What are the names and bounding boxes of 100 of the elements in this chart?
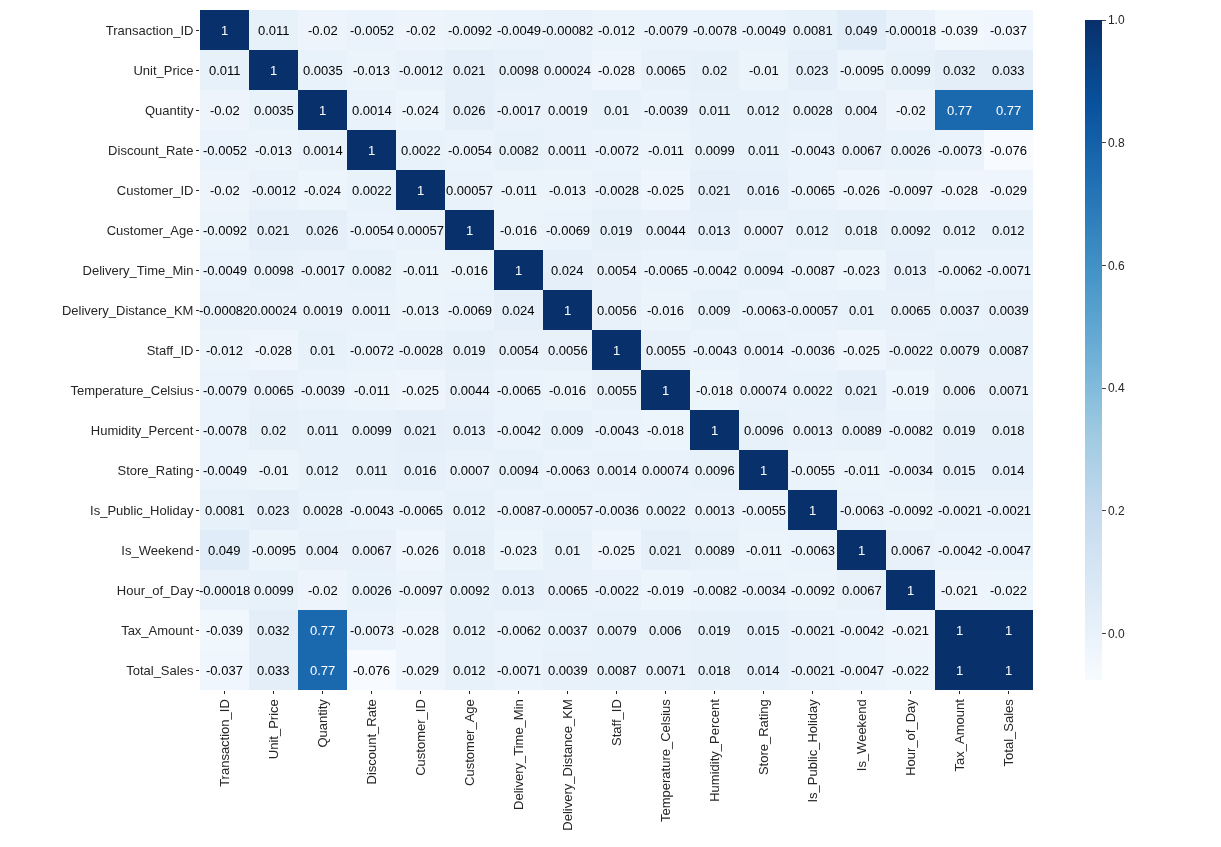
data-label: -0.011 [403,263,439,278]
data-label: 0.00057 [397,223,444,238]
data-label: -0.0042 [497,423,542,438]
data-label: -0.0072 [350,343,395,358]
data-label: -0.013 [353,63,390,78]
data-label: 0.006 [649,623,682,638]
data-label: -0.0054 [448,143,493,158]
data-label: 0.02 [261,423,287,438]
x-tick-label: Humidity_Percent [706,698,722,802]
data-label: -0.0092 [889,503,934,518]
data-label: 0.011 [748,143,780,158]
color-bar-label: 0.0 [1107,626,1125,641]
data-label: 0.021 [257,223,290,238]
data-label: 0.012 [796,223,829,238]
data-label: -0.0062 [497,623,542,638]
data-label: 0.024 [551,263,584,278]
data-label: 0.0067 [842,143,882,158]
data-label: 0.033 [992,63,1025,78]
y-tick-label: Total_Sales [126,662,194,678]
data-label: 1 [221,23,229,38]
data-label: -0.0022 [595,583,640,598]
data-label: -0.00057 [787,303,839,318]
x-tick-label: Tax_Amount [951,698,967,772]
data-label: -0.025 [402,383,439,398]
data-label: 0.023 [796,63,829,78]
data-label: -0.0073 [938,143,983,158]
data-label: 0.0092 [891,223,931,238]
data-label: 0.0065 [548,583,588,598]
x-tick-label: Unit_Price [265,699,281,760]
data-label: -0.0071 [987,263,1032,278]
data-label: -0.024 [402,103,439,118]
data-label: 0.77 [947,103,973,118]
data-label: 0.012 [992,223,1025,238]
data-label: -0.0049 [497,23,542,38]
data-label: 1 [760,463,768,478]
data-label: 0.0055 [646,343,686,358]
data-label: -0.0095 [840,63,885,78]
data-label: 0.019 [698,623,731,638]
data-label: 0.016 [747,183,780,198]
data-label: 0.0056 [597,303,637,318]
data-label: 0.0079 [940,343,980,358]
data-label: 0.0081 [205,503,245,518]
y-tick-label: Delivery_Time_Min [82,262,194,278]
data-label: -0.0065 [399,503,444,518]
data-label: 0.0099 [891,63,931,78]
data-label: -0.01 [749,63,779,78]
data-label: -0.0021 [791,623,836,638]
x-tick-label: Is_Public_Holiday [804,698,820,803]
data-label: -0.016 [549,383,586,398]
data-label: -0.0052 [350,23,395,38]
data-label: 0.013 [894,263,927,278]
data-label: 0.011 [356,463,388,478]
data-label: -0.0065 [791,183,836,198]
data-label: -0.026 [843,183,880,198]
data-label: 0.049 [845,23,878,38]
data-label: -0.021 [892,623,929,638]
data-label: 0.02 [702,63,728,78]
data-label: 0.032 [943,63,976,78]
data-label: -0.0017 [497,103,542,118]
data-label: -0.012 [598,23,635,38]
data-label: -0.0047 [840,663,885,678]
y-tick-label: Hour_of_Day [116,582,194,598]
data-label: -0.0022 [889,343,934,358]
data-label: 0.004 [306,543,339,558]
data-label: -0.039 [941,23,978,38]
data-label: -0.0043 [693,343,738,358]
y-tick-label: Is_Weekend [121,542,194,558]
data-label: -0.013 [549,183,586,198]
data-label: 0.012 [747,103,780,118]
data-label: 0.77 [310,623,336,638]
data-label: -0.028 [402,623,439,638]
data-label: -0.0063 [791,543,836,558]
data-label: 0.00024 [544,63,591,78]
data-label: 0.009 [698,303,731,318]
data-label: 0.0067 [891,543,931,558]
data-label: -0.0065 [644,263,689,278]
data-label: -0.029 [402,663,439,678]
data-label: 0.015 [943,463,976,478]
data-label: -0.025 [647,183,684,198]
data-label: 0.0079 [597,623,637,638]
data-label: -0.016 [500,223,537,238]
data-label: 0.011 [258,23,290,38]
data-label: 0.019 [943,423,976,438]
data-label: 0.018 [992,423,1025,438]
data-label: 0.011 [209,63,241,78]
data-label: 0.00057 [446,183,493,198]
data-label: -0.0055 [791,463,836,478]
data-label: 1 [907,583,915,598]
data-label: 1 [956,623,964,638]
data-label: -0.0028 [595,183,640,198]
y-tick-label: Tax_Amount [121,622,194,638]
data-label: 0.021 [649,543,682,558]
data-label: 0.0087 [989,343,1029,358]
data-label: 0.016 [404,463,437,478]
data-label: 0.0067 [352,543,392,558]
y-tick-label: Temperature_Celsius [70,382,194,398]
data-label: 0.0067 [842,583,882,598]
data-label: -0.076 [353,663,390,678]
x-tick-label: Is_Weekend [853,699,869,772]
data-label: 0.01 [849,303,875,318]
